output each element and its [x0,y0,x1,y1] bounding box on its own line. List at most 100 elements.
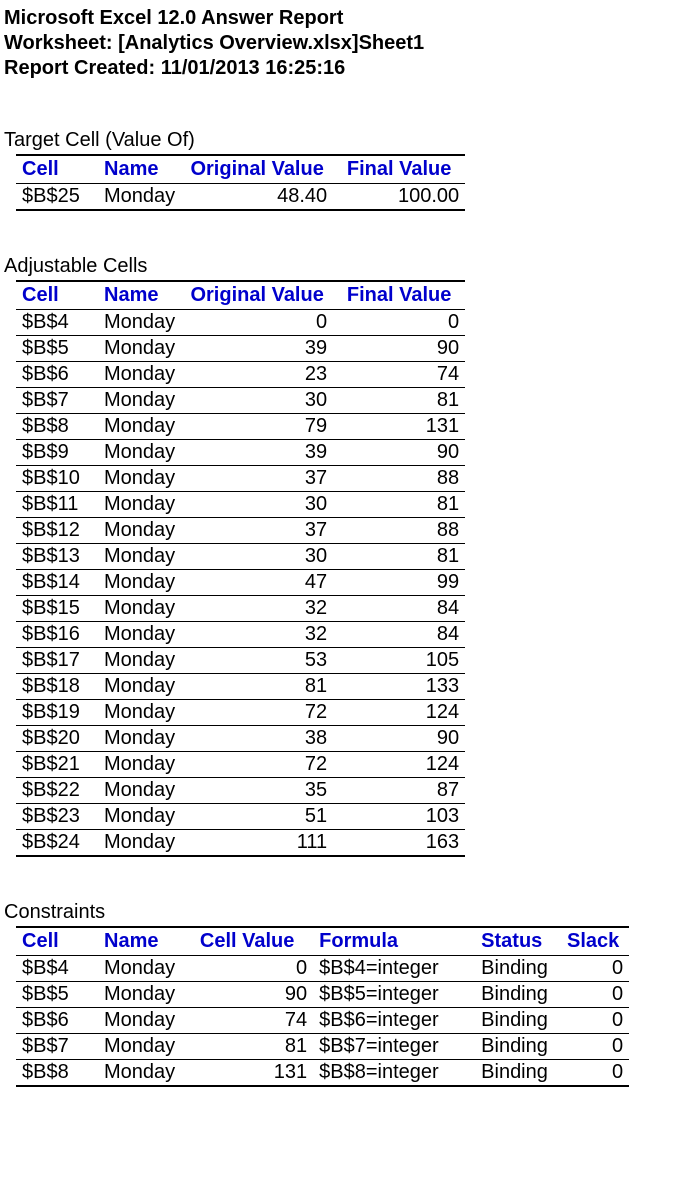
final-value: 81 [333,388,465,414]
th-final-value: Final Value [333,155,465,184]
table-row: $B$13Monday3081 [16,544,465,570]
report-worksheet: Worksheet: [Analytics Overview.xlsx]Shee… [4,31,673,56]
table-row: $B$18Monday81133 [16,674,465,700]
table-row: $B$22Monday3587 [16,778,465,804]
cell-name: Monday [98,1034,181,1060]
cell-value: 90 [181,982,313,1008]
status: Binding [475,1008,557,1034]
cell-ref: $B$11 [16,492,98,518]
final-value: 84 [333,596,465,622]
cell-ref: $B$6 [16,1008,98,1034]
cell-ref: $B$4 [16,956,98,982]
original-value: 39 [181,336,333,362]
final-value: 131 [333,414,465,440]
final-value: 90 [333,726,465,752]
cell-value: 131 [181,1060,313,1087]
cell-ref: $B$22 [16,778,98,804]
cell-name: Monday [98,956,181,982]
cell-ref: $B$7 [16,1034,98,1060]
original-value: 30 [181,492,333,518]
final-value: 88 [333,466,465,492]
th-slack: Slack [557,927,629,956]
final-value: 90 [333,440,465,466]
cell-name: Monday [98,440,181,466]
final-value: 74 [333,362,465,388]
original-value: 0 [181,310,333,336]
cell-name: Monday [98,570,181,596]
cell-ref: $B$24 [16,830,98,857]
cell-ref: $B$8 [16,414,98,440]
table-row: $B$11Monday3081 [16,492,465,518]
cell-name: Monday [98,184,181,211]
cell-name: Monday [98,804,181,830]
cell-name: Monday [98,674,181,700]
target-section-title: Target Cell (Value Of) [4,129,673,152]
cell-name: Monday [98,648,181,674]
cell-ref: $B$10 [16,466,98,492]
status: Binding [475,956,557,982]
cell-ref: $B$17 [16,648,98,674]
original-value: 30 [181,388,333,414]
cell-name: Monday [98,466,181,492]
cell-name: Monday [98,388,181,414]
cell-ref: $B$16 [16,622,98,648]
th-original-value: Original Value [181,281,333,310]
table-row: $B$4Monday00 [16,310,465,336]
constraints-table: Cell Name Cell Value Formula Status Slac… [16,926,629,1087]
adjustable-table: Cell Name Original Value Final Value $B$… [16,280,465,857]
cell-name: Monday [98,1060,181,1087]
cell-value: 81 [181,1034,313,1060]
original-value: 48.40 [181,184,333,211]
table-row: $B$25Monday48.40100.00 [16,184,465,211]
cell-ref: $B$14 [16,570,98,596]
final-value: 100.00 [333,184,465,211]
slack: 0 [557,1060,629,1087]
cell-name: Monday [98,726,181,752]
th-name: Name [98,281,181,310]
original-value: 79 [181,414,333,440]
final-value: 81 [333,544,465,570]
original-value: 35 [181,778,333,804]
final-value: 81 [333,492,465,518]
cell-name: Monday [98,518,181,544]
original-value: 30 [181,544,333,570]
th-original-value: Original Value [181,155,333,184]
table-row: $B$5Monday3990 [16,336,465,362]
table-row: $B$7Monday81$B$7=integerBinding0 [16,1034,629,1060]
th-status: Status [475,927,557,956]
cell-ref: $B$19 [16,700,98,726]
final-value: 90 [333,336,465,362]
table-row: $B$21Monday72124 [16,752,465,778]
cell-ref: $B$8 [16,1060,98,1087]
formula: $B$7=integer [313,1034,475,1060]
original-value: 111 [181,830,333,857]
final-value: 124 [333,752,465,778]
cell-name: Monday [98,1008,181,1034]
cell-name: Monday [98,622,181,648]
cell-name: Monday [98,596,181,622]
th-formula: Formula [313,927,475,956]
table-row: $B$6Monday2374 [16,362,465,388]
table-row: $B$4Monday0$B$4=integerBinding0 [16,956,629,982]
table-row: $B$8Monday79131 [16,414,465,440]
status: Binding [475,982,557,1008]
slack: 0 [557,956,629,982]
answer-report-page: Microsoft Excel 12.0 Answer Report Works… [0,0,677,1091]
final-value: 124 [333,700,465,726]
slack: 0 [557,1008,629,1034]
cell-name: Monday [98,830,181,857]
cell-ref: $B$23 [16,804,98,830]
cell-ref: $B$5 [16,336,98,362]
original-value: 23 [181,362,333,388]
original-value: 32 [181,622,333,648]
th-name: Name [98,927,181,956]
original-value: 51 [181,804,333,830]
slack: 0 [557,982,629,1008]
cell-name: Monday [98,414,181,440]
final-value: 133 [333,674,465,700]
final-value: 84 [333,622,465,648]
cell-value: 0 [181,956,313,982]
formula: $B$5=integer [313,982,475,1008]
table-row: $B$16Monday3284 [16,622,465,648]
cell-value: 74 [181,1008,313,1034]
